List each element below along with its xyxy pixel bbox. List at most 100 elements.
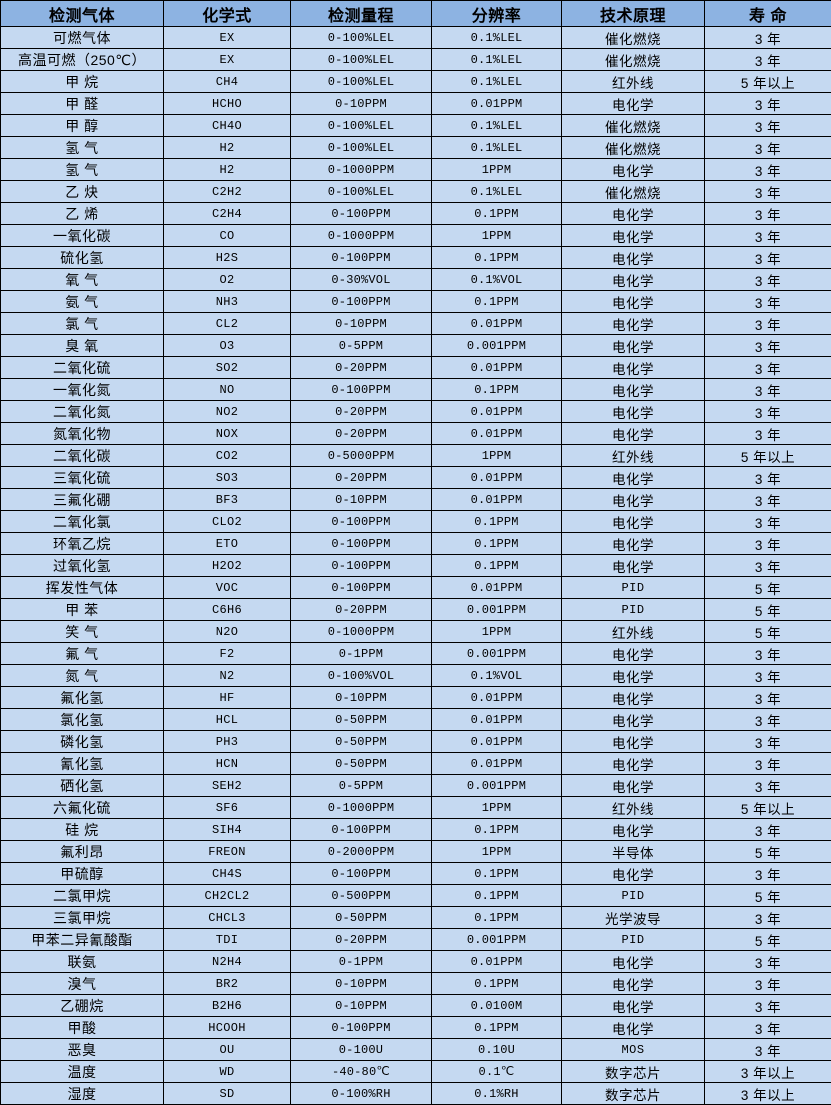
cell-resolution: 1PPM — [432, 621, 562, 643]
cell-resolution: 0.001PPM — [432, 335, 562, 357]
cell-service-life: 3 年 — [705, 93, 831, 115]
cell-gas-name: 氢 气 — [1, 159, 164, 181]
cell-gas-name: 甲酸 — [1, 1017, 164, 1039]
cell-chemical-formula: SF6 — [164, 797, 291, 819]
cell-service-life: 3 年 — [705, 687, 831, 709]
cell-gas-name: 二氧化氯 — [1, 511, 164, 533]
cell-chemical-formula: H2O2 — [164, 555, 291, 577]
cell-resolution: 0.01PPM — [432, 577, 562, 599]
cell-gas-name: 甲 醇 — [1, 115, 164, 137]
cell-detection-range: 0-1000PPM — [291, 621, 432, 643]
cell-resolution: 0.001PPM — [432, 775, 562, 797]
cell-chemical-formula: BR2 — [164, 973, 291, 995]
cell-gas-name: 乙 烯 — [1, 203, 164, 225]
cell-resolution: 0.01PPM — [432, 401, 562, 423]
cell-chemical-formula: ETO — [164, 533, 291, 555]
cell-detection-range: 0-100%VOL — [291, 665, 432, 687]
cell-chemical-formula: NOX — [164, 423, 291, 445]
cell-chemical-formula: O2 — [164, 269, 291, 291]
cell-service-life: 3 年 — [705, 709, 831, 731]
cell-gas-name: 氯化氢 — [1, 709, 164, 731]
cell-chemical-formula: O3 — [164, 335, 291, 357]
cell-technology-principle: 催化燃烧 — [562, 137, 705, 159]
cell-gas-name: 臭 氧 — [1, 335, 164, 357]
cell-service-life: 3 年 — [705, 423, 831, 445]
cell-gas-name: 氨 气 — [1, 291, 164, 313]
cell-chemical-formula: OU — [164, 1039, 291, 1061]
cell-gas-name: 甲 醛 — [1, 93, 164, 115]
cell-technology-principle: 电化学 — [562, 555, 705, 577]
cell-detection-range: 0-5000PPM — [291, 445, 432, 467]
cell-detection-range: 0-100PPM — [291, 555, 432, 577]
cell-gas-name: 三氯甲烷 — [1, 907, 164, 929]
cell-service-life: 3 年 — [705, 1039, 831, 1061]
cell-detection-range: 0-10PPM — [291, 687, 432, 709]
cell-service-life: 3 年 — [705, 907, 831, 929]
cell-technology-principle: 电化学 — [562, 973, 705, 995]
cell-detection-range: 0-5PPM — [291, 775, 432, 797]
cell-detection-range: 0-100PPM — [291, 577, 432, 599]
cell-technology-principle: 电化学 — [562, 819, 705, 841]
cell-chemical-formula: N2H4 — [164, 951, 291, 973]
cell-detection-range: 0-1000PPM — [291, 225, 432, 247]
cell-detection-range: 0-100%RH — [291, 1083, 432, 1105]
cell-technology-principle: 电化学 — [562, 291, 705, 313]
cell-service-life: 3 年以上 — [705, 1061, 831, 1083]
cell-technology-principle: 电化学 — [562, 225, 705, 247]
cell-service-life: 3 年 — [705, 1017, 831, 1039]
cell-service-life: 3 年 — [705, 995, 831, 1017]
cell-service-life: 5 年 — [705, 577, 831, 599]
cell-gas-name: 甲 烷 — [1, 71, 164, 93]
cell-detection-range: 0-20PPM — [291, 423, 432, 445]
cell-gas-name: 可燃气体 — [1, 27, 164, 49]
cell-gas-name: 挥发性气体 — [1, 577, 164, 599]
cell-technology-principle: 电化学 — [562, 467, 705, 489]
cell-detection-range: 0-100U — [291, 1039, 432, 1061]
cell-service-life: 3 年 — [705, 401, 831, 423]
cell-chemical-formula: H2S — [164, 247, 291, 269]
cell-detection-range: 0-100PPM — [291, 379, 432, 401]
cell-technology-principle: 电化学 — [562, 269, 705, 291]
cell-resolution: 0.1PPM — [432, 555, 562, 577]
cell-technology-principle: 电化学 — [562, 93, 705, 115]
cell-chemical-formula: CH4O — [164, 115, 291, 137]
cell-gas-name: 一氧化氮 — [1, 379, 164, 401]
cell-technology-principle: PID — [562, 885, 705, 907]
cell-technology-principle: 电化学 — [562, 159, 705, 181]
cell-chemical-formula: C2H4 — [164, 203, 291, 225]
cell-technology-principle: 电化学 — [562, 863, 705, 885]
cell-detection-range: 0-20PPM — [291, 401, 432, 423]
cell-chemical-formula: TDI — [164, 929, 291, 951]
cell-chemical-formula: HCHO — [164, 93, 291, 115]
cell-resolution: 0.1PPM — [432, 511, 562, 533]
cell-gas-name: 一氧化碳 — [1, 225, 164, 247]
cell-service-life: 3 年 — [705, 49, 831, 71]
cell-resolution: 0.01PPM — [432, 687, 562, 709]
cell-resolution: 0.01PPM — [432, 313, 562, 335]
cell-gas-name: 氯 气 — [1, 313, 164, 335]
cell-technology-principle: 电化学 — [562, 643, 705, 665]
cell-service-life: 3 年 — [705, 27, 831, 49]
cell-resolution: 0.1PPM — [432, 863, 562, 885]
cell-technology-principle: 电化学 — [562, 709, 705, 731]
cell-gas-name: 甲 苯 — [1, 599, 164, 621]
cell-service-life: 3 年 — [705, 753, 831, 775]
cell-resolution: 0.01PPM — [432, 951, 562, 973]
cell-resolution: 0.1PPM — [432, 203, 562, 225]
